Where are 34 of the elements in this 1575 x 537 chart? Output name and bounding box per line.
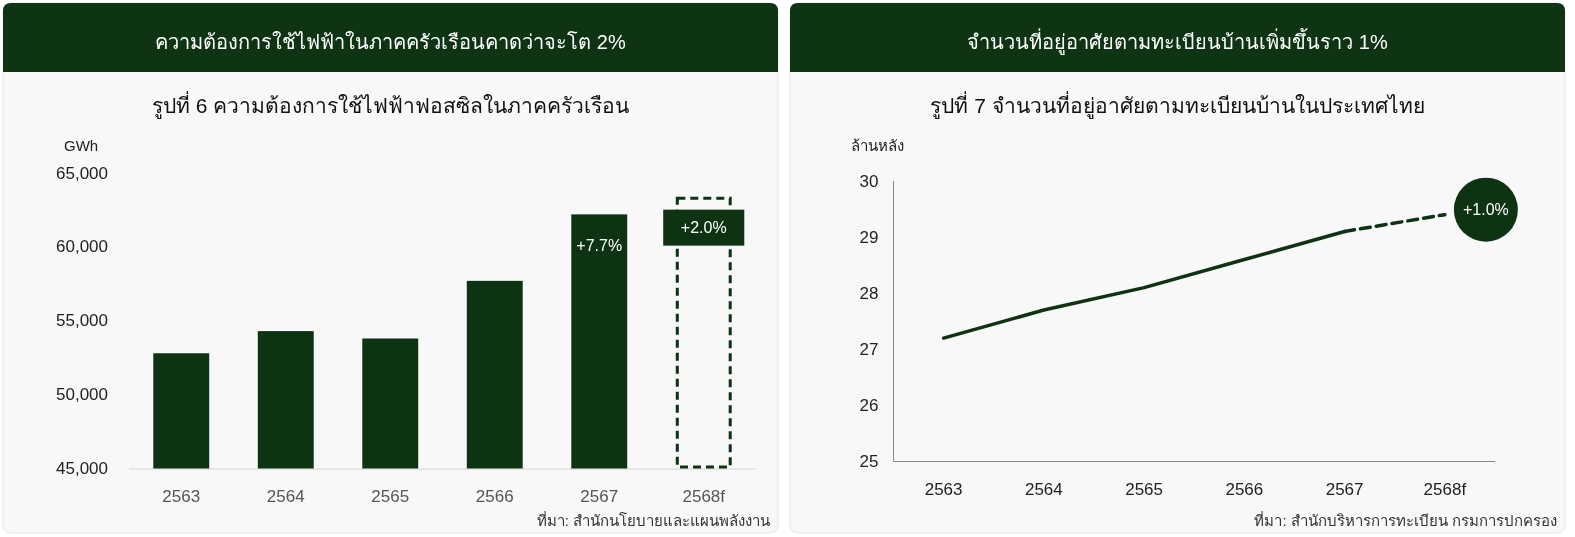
y-tick-label: 60,000 bbox=[56, 237, 108, 257]
y-tick-label: 25 bbox=[859, 452, 879, 471]
y-tick-label: 65,000 bbox=[56, 163, 108, 183]
x-tick-label: 2566 bbox=[1225, 480, 1264, 499]
annotation: +1.0% bbox=[1462, 201, 1509, 219]
chart-title: ความต้องการใช้ไฟฟ้าในภาคครัวเรือนคาดว่าจะโต 2% bbox=[155, 31, 626, 53]
x-tick-label: 2563 bbox=[924, 480, 963, 499]
y-tick-label: 30 bbox=[859, 171, 879, 191]
x-tick-label: 2564 bbox=[266, 487, 305, 506]
chart-subtitle: รูปที่ 7 จำนวนที่อยู่อาศัยตามทะเบียนบ้านในประเทศไทย bbox=[930, 90, 1425, 119]
x-tick-label: 2565 bbox=[371, 487, 410, 506]
y-tick-label: 26 bbox=[859, 395, 879, 415]
x-tick-label: 2565 bbox=[1125, 480, 1164, 499]
text: ที่มา: สำนักนโยบายและแผนพลังงาน bbox=[536, 509, 770, 529]
chart-subtitle: รูปที่ 6 ความต้องการใช้ไฟฟ้าฟอสซิลในภาคครัวเรือน bbox=[151, 90, 630, 119]
x-tick-label: 2564 bbox=[1024, 480, 1063, 499]
y-tick-label: 28 bbox=[859, 283, 879, 303]
x-tick-label: 2567 bbox=[1325, 480, 1364, 499]
annotation: +7.7% bbox=[576, 236, 623, 254]
text: ที่มา: สำนักบริหารการทะเบียน กรมการปกครอง bbox=[1254, 509, 1557, 529]
y-tick-label: 55,000 bbox=[56, 311, 108, 331]
x-tick-label: 2563 bbox=[162, 487, 201, 506]
y-tick-label: 45,000 bbox=[56, 459, 108, 478]
x-tick-label: 2568f bbox=[1423, 480, 1467, 499]
y-tick-label: 29 bbox=[859, 227, 879, 247]
y-axis-title: GWh bbox=[64, 136, 99, 154]
x-tick-label: 2568f bbox=[682, 487, 726, 506]
x-tick-label: 2566 bbox=[475, 487, 514, 506]
annotation: +2.0% bbox=[680, 219, 727, 237]
y-tick-label: 50,000 bbox=[56, 385, 108, 405]
x-tick-label: 2567 bbox=[580, 487, 619, 506]
y-axis-title: ล้านหลัง bbox=[851, 136, 904, 154]
y-tick-label: 27 bbox=[859, 339, 879, 359]
chart-title: จำนวนที่อยู่อาศัยตามทะเบียนบ้านเพิ่มขึ้นราว 1% bbox=[967, 28, 1388, 55]
